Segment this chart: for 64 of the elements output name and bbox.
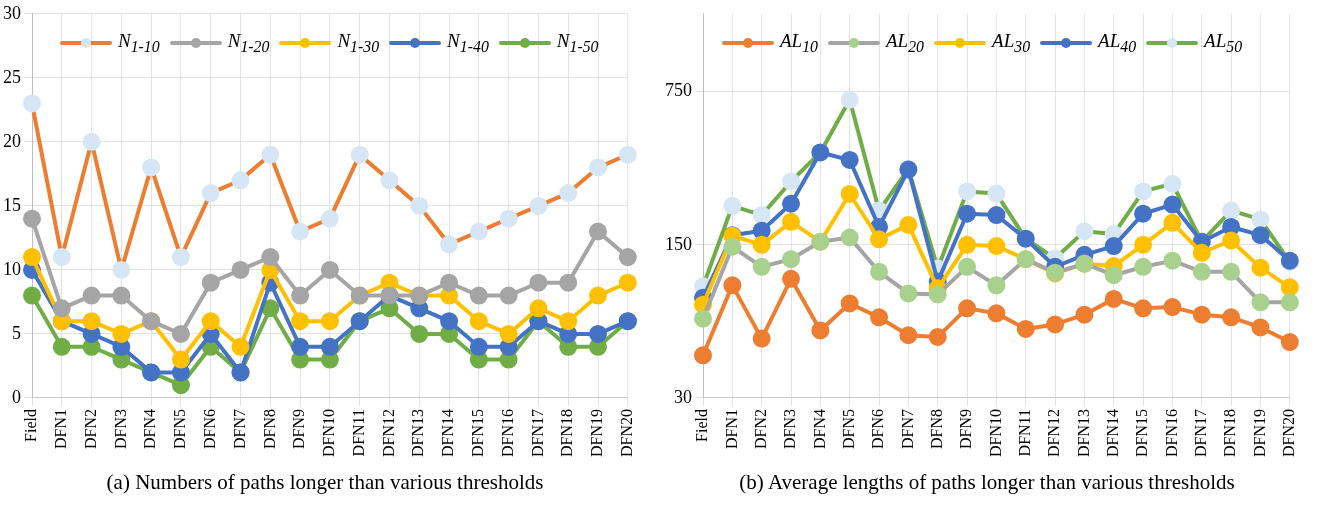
- x-tick-label: Field: [693, 408, 711, 442]
- x-tick-label: DFN8: [927, 408, 945, 450]
- x-tick-label: DFN11: [1015, 408, 1033, 457]
- x-tick-label: DFN18: [1221, 408, 1239, 458]
- y-tick-label: 15: [3, 194, 21, 215]
- x-tick-label: DFN6: [869, 408, 887, 450]
- x-tick-label: DFN1: [722, 408, 740, 450]
- x-tick-label: DFN2: [81, 408, 99, 450]
- legend-label: AL$_{50}$: [1204, 30, 1243, 56]
- x-tick-label: DFN19: [588, 408, 606, 458]
- y-tick-label: 30: [674, 386, 692, 407]
- x-tick-label: DFN19: [1250, 408, 1268, 458]
- y-tick-label: 20: [3, 130, 21, 151]
- x-tick-label: DFN5: [171, 408, 189, 450]
- x-tick-label: DFN17: [1191, 408, 1209, 458]
- legend-label: N$_{1-10}$: [118, 30, 160, 56]
- y-tick-label: 30: [3, 2, 21, 23]
- x-tick-label: DFN20: [1280, 408, 1297, 458]
- text: (b) Average lengths of paths longer than various thresholds: [738, 470, 1236, 495]
- x-tick-label: DFN1: [51, 408, 69, 450]
- x-tick-label: DFN8: [260, 408, 278, 450]
- legend-label: N$_{1-20}$: [227, 30, 270, 56]
- x-tick-label: DFN18: [558, 408, 576, 458]
- legend-label: AL$_{40}$: [1098, 30, 1137, 56]
- x-tick-label: DFN12: [379, 408, 397, 458]
- x-tick-label: DFN6: [200, 408, 218, 450]
- legend-label: AL$_{10}$: [780, 30, 819, 56]
- x-tick-label: DFN15: [1133, 408, 1151, 458]
- legend-label: N$_{1-50}$: [556, 30, 599, 56]
- x-tick-label: DFN16: [498, 408, 516, 458]
- x-tick-label: DFN20: [618, 408, 635, 458]
- x-tick-label: DFN4: [141, 408, 159, 450]
- x-tick-label: DFN10: [320, 408, 338, 458]
- x-tick-label: DFN3: [781, 408, 799, 450]
- x-tick-label: DFN7: [230, 408, 248, 450]
- x-tick-label: DFN4: [810, 408, 828, 450]
- x-tick-label: DFN2: [751, 408, 769, 450]
- y-tick-label: 750: [665, 80, 692, 101]
- legend-label: N$_{1-30}$: [337, 30, 380, 56]
- x-tick-label: DFN14: [439, 408, 457, 458]
- x-tick-label: DFN11: [349, 408, 367, 457]
- x-tick-label: DFN16: [1162, 408, 1180, 458]
- x-tick-label: DFN17: [528, 408, 546, 458]
- x-tick-label: DFN10: [986, 408, 1004, 458]
- legend-label: AL$_{30}$: [992, 30, 1031, 56]
- y-tick-label: 5: [12, 322, 21, 343]
- legend-label: AL$_{20}$: [886, 30, 925, 56]
- text: (a) Numbers of paths longer than various thresholds: [105, 470, 545, 495]
- x-tick-label: DFN14: [1103, 408, 1121, 458]
- x-tick-label: Field: [22, 408, 40, 442]
- x-tick-label: DFN3: [111, 408, 129, 450]
- x-tick-label: DFN13: [409, 408, 427, 458]
- x-tick-label: DFN9: [957, 408, 975, 450]
- x-tick-label: DFN13: [1074, 408, 1092, 458]
- y-tick-label: 10: [3, 258, 21, 279]
- x-tick-label: DFN9: [290, 408, 308, 450]
- x-tick-label: DFN15: [469, 408, 487, 458]
- x-tick-label: DFN7: [898, 408, 916, 450]
- y-tick-label: 0: [12, 386, 21, 407]
- x-tick-label: DFN12: [1045, 408, 1063, 458]
- x-tick-label: DFN5: [839, 408, 857, 450]
- legend-label: N$_{1-40}$: [447, 30, 489, 56]
- y-tick-label: 25: [3, 66, 21, 87]
- y-tick-label: 150: [665, 233, 692, 254]
